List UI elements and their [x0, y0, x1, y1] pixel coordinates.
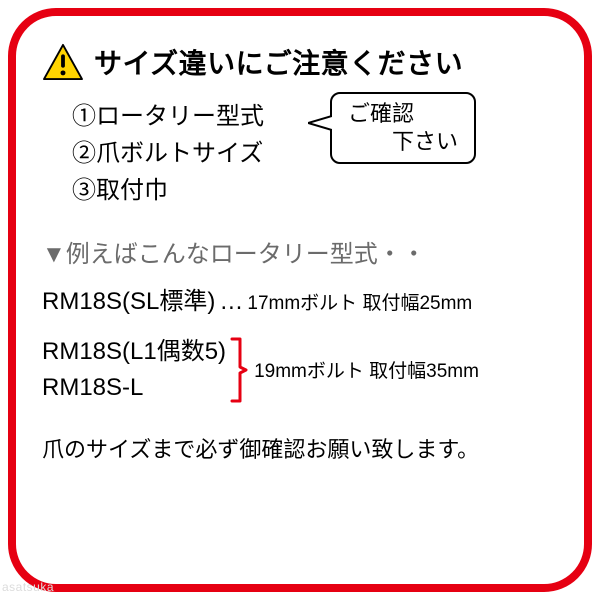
title-text: サイズ違いにご注意ください	[94, 42, 463, 82]
check-item-3: ③取付巾	[72, 172, 558, 209]
checklist-block: ①ロータリー型式 ②爪ボルトサイズ ③取付巾 ご確認 下さい	[72, 98, 558, 210]
callout: ご確認 下さい	[330, 92, 476, 164]
example-group: RM18S(L1偶数5) RM18S-L 19mmボルト 取付幅35mm	[42, 334, 558, 406]
example-row-1: RM18S(SL標準) … 17mmボルト 取付幅25mm	[42, 281, 558, 316]
notice-card: サイズ違いにご注意ください ①ロータリー型式 ②爪ボルトサイズ ③取付巾 ご確認…	[8, 8, 592, 592]
footer-note: 爪のサイズまで必ず御確認お願い致します。	[42, 432, 558, 464]
title-row: サイズ違いにご注意ください	[42, 42, 558, 82]
model-2a: RM18S(L1偶数5)	[42, 334, 226, 370]
callout-tail-icon	[308, 114, 332, 132]
check-item-2: ②爪ボルトサイズ	[72, 135, 558, 172]
example-heading: ▼例えばこんなロータリー型式・・	[42, 234, 558, 269]
warning-icon	[42, 43, 84, 81]
dots: …	[219, 288, 243, 316]
model-1: RM18S(SL標準)	[42, 281, 215, 316]
watermark: asatsuka	[2, 580, 54, 594]
callout-text: ご確認 下さい	[330, 92, 476, 164]
model-2b: RM18S-L	[42, 370, 226, 406]
bracket-icon	[230, 337, 248, 403]
group-models: RM18S(L1偶数5) RM18S-L	[42, 334, 226, 406]
spec-1: 17mmボルト 取付幅25mm	[247, 288, 472, 315]
spec-2: 19mmボルト 取付幅35mm	[254, 356, 479, 383]
